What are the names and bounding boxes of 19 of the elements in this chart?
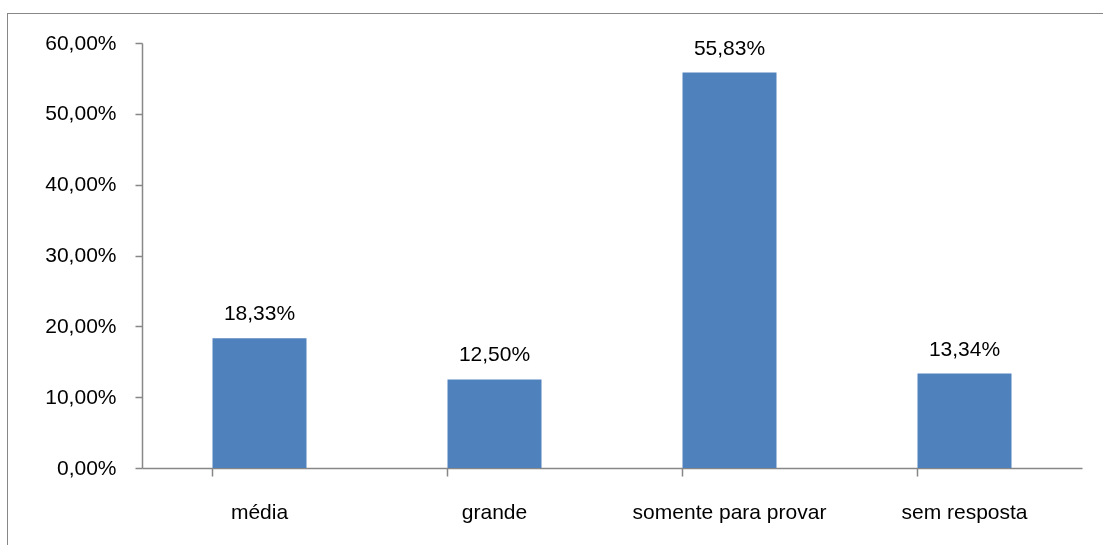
- y-tick-label: 40,00%: [45, 172, 117, 196]
- y-tick-label: 30,00%: [45, 243, 117, 266]
- bar: [917, 373, 1012, 468]
- x-tick-label: média: [230, 499, 289, 523]
- y-tick-label: 50,00%: [45, 101, 117, 125]
- data-label: 13,34%: [928, 336, 1001, 360]
- y-tick-label: 0,00%: [56, 455, 117, 479]
- data-label: 55,83%: [693, 35, 766, 59]
- data-label: 12,50%: [458, 342, 531, 366]
- x-tick-label: sem resposta: [901, 499, 1028, 523]
- bar: [447, 379, 542, 468]
- y-tick-label: 60,00%: [45, 30, 117, 54]
- y-tick-label: 10,00%: [45, 384, 117, 408]
- bar: [682, 72, 777, 468]
- x-tick-label: grande: [461, 499, 528, 523]
- bar: [212, 338, 307, 468]
- x-tick-label: somente para provar: [632, 499, 827, 523]
- y-tick-label: 20,00%: [45, 313, 117, 337]
- data-label: 18,33%: [223, 301, 296, 325]
